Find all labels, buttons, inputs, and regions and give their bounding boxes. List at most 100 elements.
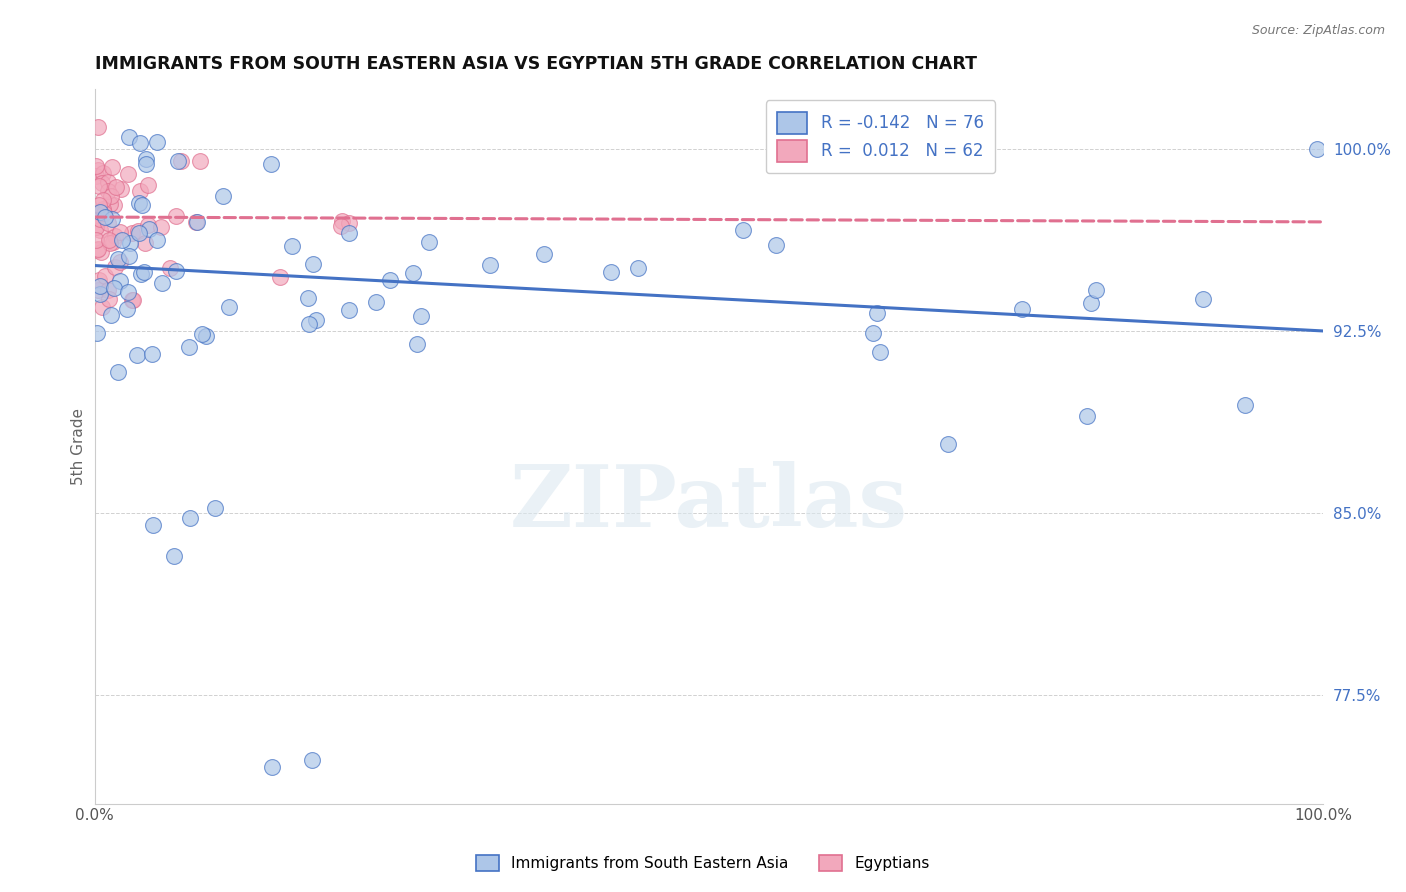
Point xyxy=(87,162,110,177)
Point xyxy=(86,208,108,222)
Point xyxy=(869,345,891,359)
Text: IMMIGRANTS FROM SOUTH EASTERN ASIA VS EGYPTIAN 5TH GRADE CORRELATION CHART: IMMIGRANTS FROM SOUTH EASTERN ASIA VS EG… xyxy=(94,55,977,73)
Point xyxy=(269,270,291,285)
Point xyxy=(89,205,111,219)
Point xyxy=(378,272,401,286)
Point xyxy=(1233,398,1256,412)
Point xyxy=(136,219,159,233)
Point xyxy=(90,203,112,218)
Point xyxy=(90,245,112,260)
Point xyxy=(104,260,127,274)
Point xyxy=(89,212,111,227)
Point xyxy=(364,295,387,310)
Point xyxy=(91,193,114,207)
Point xyxy=(101,211,124,226)
Point xyxy=(89,223,111,237)
Point xyxy=(165,209,187,223)
Point xyxy=(186,215,208,229)
Point xyxy=(121,226,143,240)
Point xyxy=(107,252,129,266)
Point xyxy=(170,153,193,168)
Point xyxy=(179,510,201,524)
Point xyxy=(191,327,214,342)
Point xyxy=(149,219,172,234)
Point xyxy=(150,277,173,291)
Point xyxy=(128,195,150,210)
Text: ZIPatlas: ZIPatlas xyxy=(510,461,908,545)
Point xyxy=(479,258,502,272)
Point xyxy=(337,303,360,318)
Y-axis label: 5th Grade: 5th Grade xyxy=(72,408,86,484)
Point xyxy=(118,236,141,251)
Point xyxy=(195,329,218,343)
Point xyxy=(134,235,156,250)
Point xyxy=(94,211,117,225)
Point xyxy=(97,184,120,198)
Point xyxy=(211,188,233,202)
Point xyxy=(297,291,319,305)
Point xyxy=(190,153,212,168)
Point xyxy=(138,221,160,235)
Point xyxy=(87,197,110,211)
Point xyxy=(108,274,131,288)
Point xyxy=(111,233,134,247)
Point xyxy=(84,169,107,183)
Point xyxy=(129,184,152,198)
Point xyxy=(281,239,304,253)
Point xyxy=(406,337,429,351)
Point xyxy=(627,261,650,276)
Point xyxy=(165,264,187,278)
Point xyxy=(127,348,149,362)
Point xyxy=(87,120,110,134)
Point xyxy=(304,313,326,327)
Text: Source: ZipAtlas.com: Source: ZipAtlas.com xyxy=(1251,24,1385,37)
Point xyxy=(115,301,138,316)
Point xyxy=(260,760,283,774)
Point xyxy=(103,281,125,295)
Point xyxy=(128,226,150,240)
Point xyxy=(936,437,959,451)
Point xyxy=(122,293,145,307)
Point xyxy=(1306,142,1329,156)
Point xyxy=(101,235,124,249)
Point xyxy=(162,549,184,564)
Point xyxy=(90,176,112,190)
Point xyxy=(87,284,110,298)
Point xyxy=(86,326,108,340)
Point xyxy=(145,135,167,149)
Point xyxy=(866,306,889,320)
Point xyxy=(91,202,114,217)
Point xyxy=(84,219,107,234)
Point xyxy=(1085,283,1108,297)
Point xyxy=(204,500,226,515)
Point xyxy=(89,286,111,301)
Point xyxy=(97,283,120,297)
Point xyxy=(89,273,111,287)
Point xyxy=(100,160,122,174)
Point xyxy=(418,235,440,250)
Point xyxy=(1076,409,1098,423)
Point xyxy=(135,156,157,170)
Point xyxy=(142,517,165,532)
Point xyxy=(1011,301,1033,316)
Point xyxy=(97,215,120,229)
Point xyxy=(128,136,150,150)
Point xyxy=(108,225,131,239)
Point xyxy=(302,257,325,271)
Point xyxy=(330,213,353,227)
Point xyxy=(98,233,121,247)
Point xyxy=(90,300,112,314)
Point xyxy=(127,224,149,238)
Legend: R = -0.142   N = 76, R =  0.012   N = 62: R = -0.142 N = 76, R = 0.012 N = 62 xyxy=(766,101,995,173)
Point xyxy=(134,265,156,279)
Point xyxy=(731,223,754,237)
Point xyxy=(117,168,139,182)
Point xyxy=(107,365,129,379)
Point xyxy=(129,267,152,281)
Point xyxy=(100,189,122,203)
Point xyxy=(337,216,360,230)
Point xyxy=(118,130,141,145)
Point xyxy=(136,178,159,192)
Point xyxy=(86,243,108,257)
Point xyxy=(100,309,122,323)
